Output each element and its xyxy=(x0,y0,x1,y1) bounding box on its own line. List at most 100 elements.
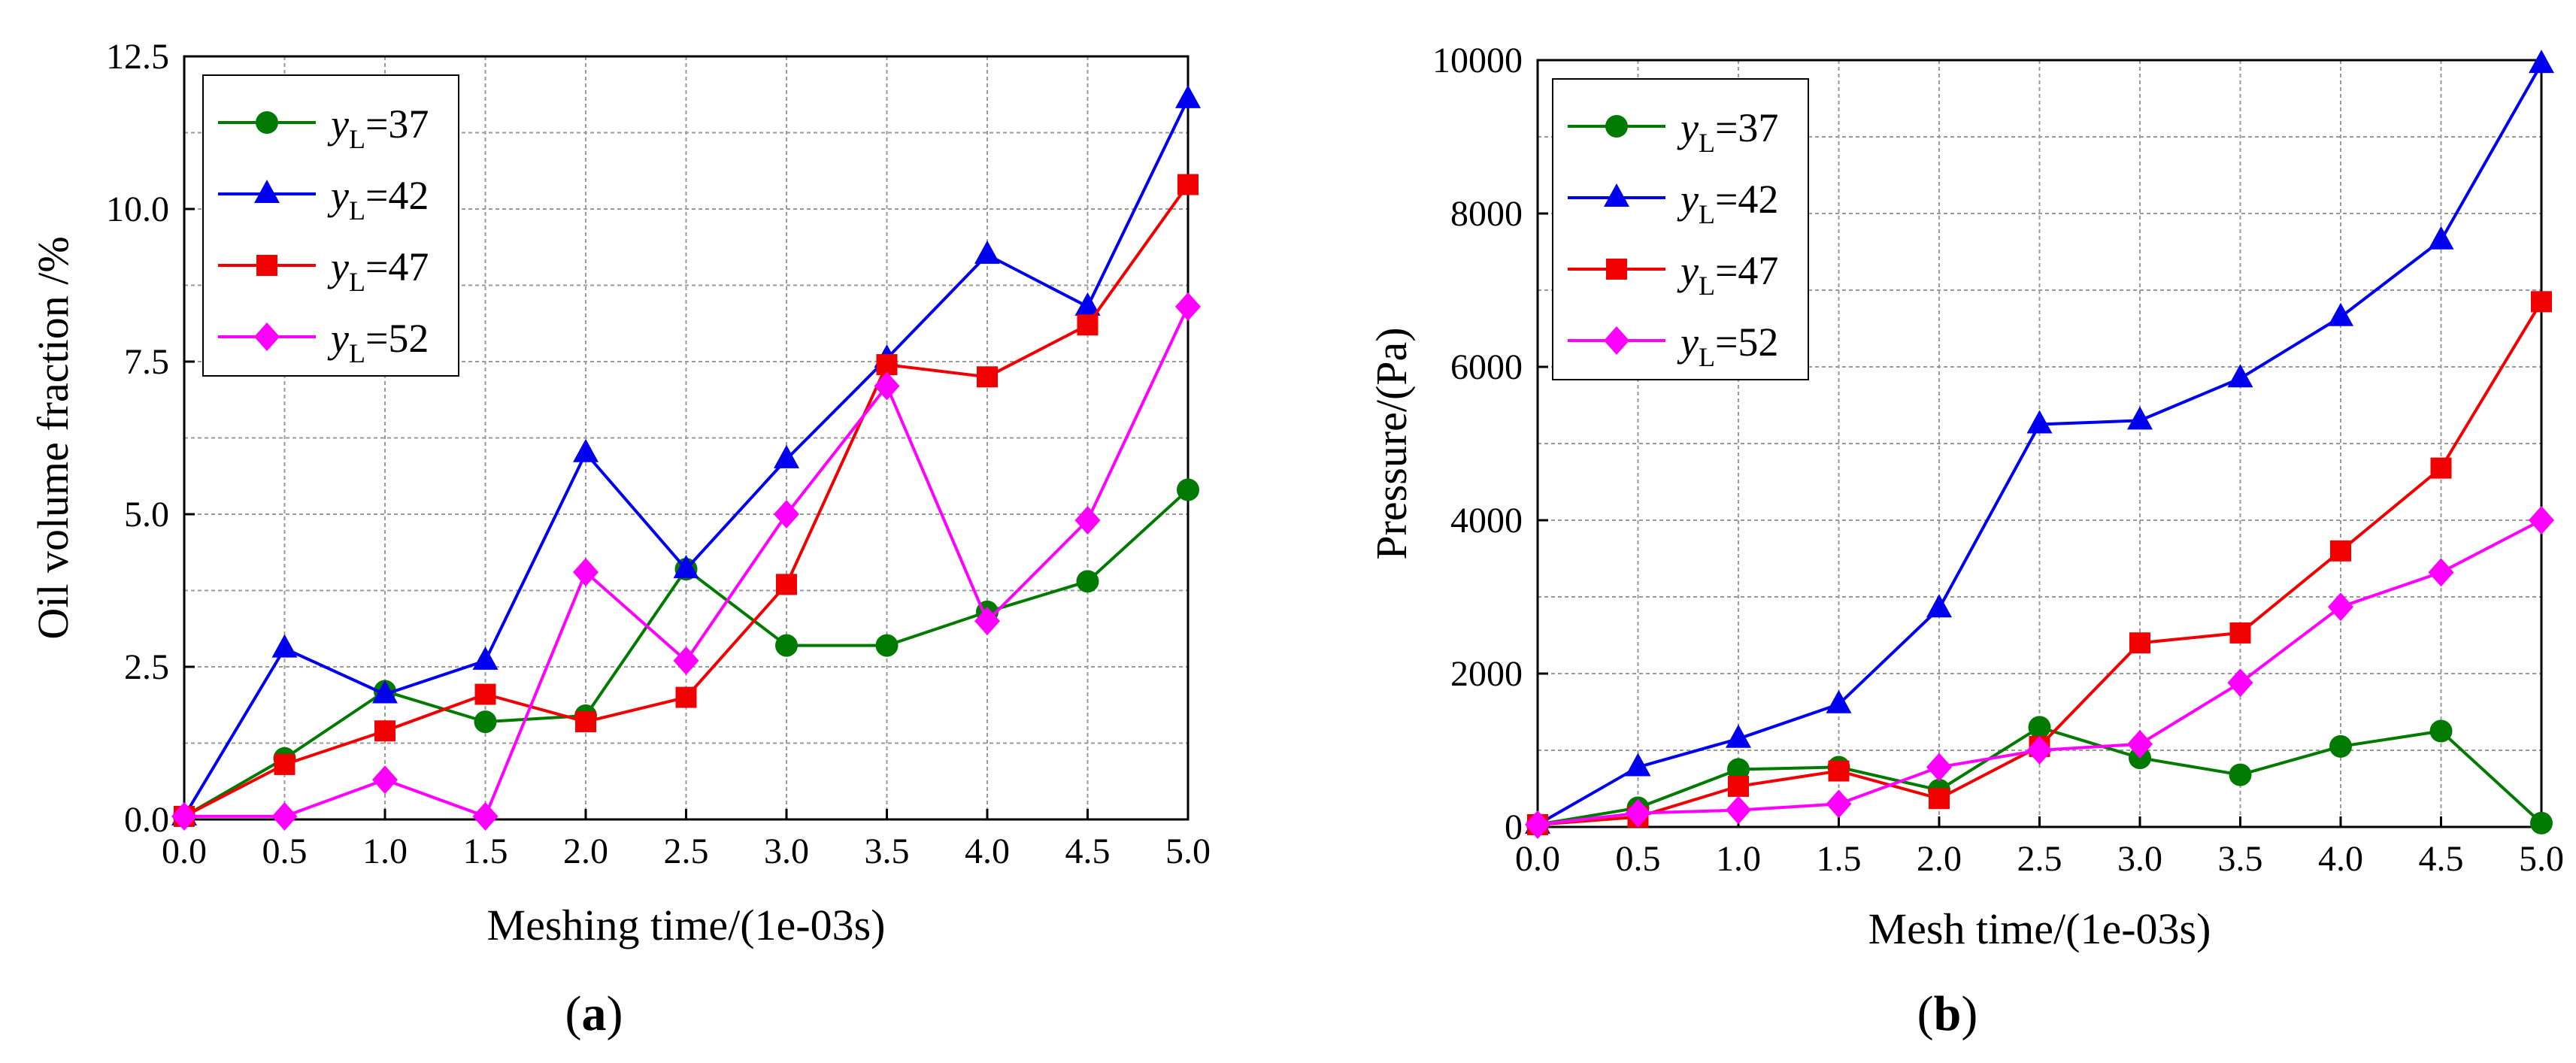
panel-b-data-point xyxy=(2227,364,2253,388)
panel-a-data-point xyxy=(472,801,499,831)
panel-a-data-point xyxy=(474,683,496,705)
panel-b-ytick-label: 4000 xyxy=(1450,501,1523,541)
panel-b-xtick-label: 2.0 xyxy=(1917,839,1962,879)
panel-b-legend-marker xyxy=(1604,183,1629,207)
panel-b-data-point xyxy=(2028,716,2051,739)
panel-b-data-point xyxy=(2429,719,2453,743)
panel-b-legend-label: yL=52 xyxy=(1677,320,1778,372)
panel-b-ytick-label: 8000 xyxy=(1450,194,1523,234)
panel-b-xtick-label: 1.5 xyxy=(1817,839,1862,879)
panel-b-data-point xyxy=(1625,798,1651,828)
panel-b-ytick-label: 10000 xyxy=(1432,41,1523,80)
panel-b-data-point xyxy=(2430,457,2452,479)
panel-a-data-point xyxy=(372,680,398,704)
panel-a-data-point xyxy=(1175,292,1201,321)
panel-b-data-point xyxy=(1828,760,1850,782)
panel-a-data-point xyxy=(1177,478,1199,501)
panel-a-xtick-label: 2.5 xyxy=(664,831,709,871)
panel-b-data-point xyxy=(2531,291,2552,313)
panel-b-data-point xyxy=(1726,795,1751,825)
panel-b-xtick-label: 1.0 xyxy=(1716,839,1761,879)
panel-a-grid xyxy=(184,56,1188,819)
panel-b-legend-marker xyxy=(1606,259,1627,280)
panel-a-legend-item: yL=52 xyxy=(218,316,429,368)
panel-a-data-point xyxy=(974,240,1000,264)
panel-b-xtick-label: 3.0 xyxy=(2117,839,2162,879)
panel-b-caption: (b) xyxy=(1917,986,1978,1041)
panel-b-data-point xyxy=(2229,763,2252,786)
panel-b-data-point xyxy=(2328,302,2353,326)
panel-b-data-point xyxy=(1929,788,1950,810)
panel-a-data-point xyxy=(1175,84,1201,108)
panel-a-xtick-label: 4.5 xyxy=(1065,831,1111,871)
panel-b-xtick-label: 4.0 xyxy=(2318,839,2363,879)
panel-a-data-point xyxy=(573,438,599,462)
panel-b-xtick-label: 5.0 xyxy=(2519,839,2564,879)
panel-a-data-point xyxy=(774,444,799,468)
panel-a-legend-item: yL=47 xyxy=(218,244,429,297)
panel-a-legend: yL=37 yL=42 yL=47 yL=52 xyxy=(202,74,459,377)
panel-b-legend-label: yL=47 xyxy=(1677,248,1778,301)
panel-a-data-point xyxy=(1177,174,1199,195)
panel-a-legend-label: yL=42 xyxy=(327,173,429,226)
panel-b-data-point xyxy=(2129,632,2150,654)
panel-b-xtick-label: 0.0 xyxy=(1515,839,1560,879)
panel-a-ytick-label: 2.5 xyxy=(124,647,169,687)
panel-b-data-point xyxy=(2127,406,2153,430)
panel-a-data-point xyxy=(774,500,799,528)
panel-b-legend-item: yL=37 xyxy=(1568,105,1778,158)
panel-a-data-point xyxy=(673,555,699,579)
panel-b-data-point xyxy=(1926,753,1952,782)
panel-a-caption: (a) xyxy=(565,986,623,1041)
panel-a-xtick-label: 3.0 xyxy=(764,831,809,871)
panel-a-data-point xyxy=(673,646,699,675)
panel-b-ytick-label: 6000 xyxy=(1450,347,1523,387)
panel-b-data-point xyxy=(2428,558,2454,587)
panel-a-data-point xyxy=(876,354,898,376)
panel-b-data-point xyxy=(1525,810,1550,839)
panel-b-legend: yL=37 yL=42 yL=47 yL=52 xyxy=(1552,78,1809,380)
panel-a-caption-letter: a xyxy=(582,986,607,1041)
panel-a-y-axis-label: Oil volume fraction /% xyxy=(29,236,77,639)
panel-b-ytick-label: 2000 xyxy=(1450,654,1523,694)
panel-a-xtick-label: 1.5 xyxy=(463,831,508,871)
panel-a-legend-marker xyxy=(254,180,280,203)
panel-b-x-axis-label: Mesh time/(1e-03s) xyxy=(1868,904,2211,953)
panel-a-data-point xyxy=(274,753,295,775)
panel-b-legend-item: yL=52 xyxy=(1568,320,1778,372)
panel-a-data-point xyxy=(875,634,899,657)
panel-a-xtick-label: 4.0 xyxy=(965,831,1010,871)
panel-a-data-point xyxy=(271,634,298,658)
panel-b-data-point xyxy=(2529,506,2554,535)
panel-b-chart: (b) 0.0 0.5 1.0 1.5 2.0 2.5 3.0 3.5 4.0 4.5 5.0 0 20… xyxy=(1367,41,2564,1041)
panel-a-chart: (a) 0.0 0.5 1.0 1.5 2.0 2.5 3.0 3.5 4.0 4.5 5.0 0.0… xyxy=(29,37,1211,1041)
panel-b-legend-label: yL=37 xyxy=(1677,105,1778,158)
panel-a-ytick-label: 10.0 xyxy=(106,189,169,229)
panel-a-ytick-label: 5.0 xyxy=(124,495,169,535)
panel-b-data-point xyxy=(1625,753,1651,777)
panel-a-data-point xyxy=(977,366,998,388)
panel-a-data-point xyxy=(874,371,900,401)
panel-b-data-point xyxy=(2127,729,2153,759)
panel-b-data-point xyxy=(2428,226,2454,250)
panel-b-data-point xyxy=(1926,594,1952,618)
panel-b-xtick-label: 3.5 xyxy=(2218,839,2263,879)
panel-b-data-point xyxy=(2330,540,2351,562)
panel-a-data-point xyxy=(974,607,1000,636)
panel-b-legend-marker xyxy=(1605,115,1628,138)
panel-b-data-point xyxy=(2328,592,2353,622)
panel-b-data-point xyxy=(1728,775,1749,797)
panel-a-data-point xyxy=(775,634,798,657)
panel-a-xtick-label: 0.5 xyxy=(262,831,308,871)
panel-b-data-point xyxy=(1826,789,1852,819)
panel-a-xtick-label: 3.5 xyxy=(865,831,910,871)
panel-b-xtick-label: 4.5 xyxy=(2419,839,2464,879)
panel-a-data-point xyxy=(372,765,398,795)
panel-a-legend-box xyxy=(202,74,459,377)
panel-b-data-point xyxy=(2329,734,2352,758)
panel-b-series-3 xyxy=(1525,506,2554,839)
panel-a-data-point xyxy=(171,801,197,831)
panel-b-data-point xyxy=(2227,668,2253,698)
panel-b-caption-letter: b xyxy=(1934,986,1962,1041)
